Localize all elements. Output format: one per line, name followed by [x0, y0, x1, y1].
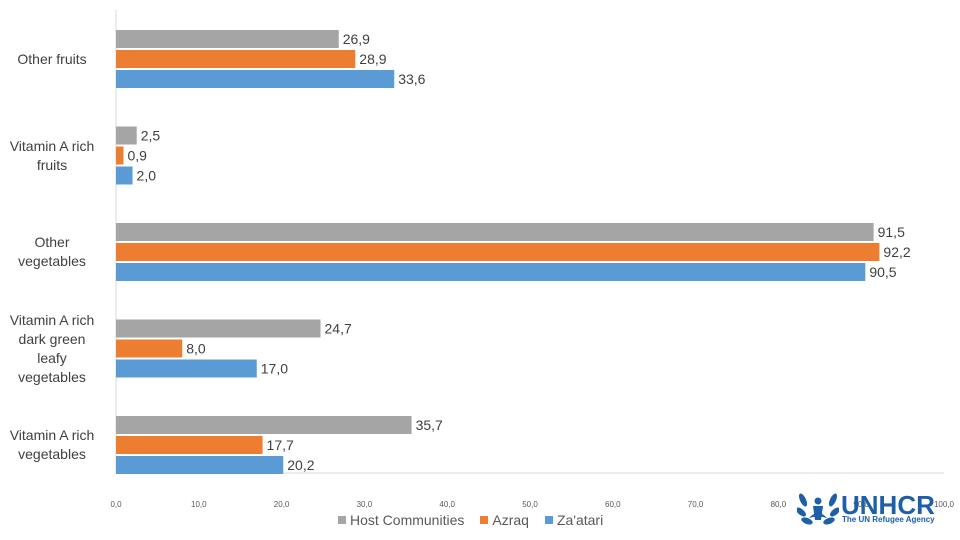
bar-azraq-vitamin-a-rich-fruits	[116, 146, 124, 165]
data-label-azraq-other-vegetables: 92,2	[883, 244, 910, 260]
unhcr-logo: UNHCR The UN Refugee Agency	[797, 488, 947, 528]
category-label-line: dark green	[18, 330, 86, 347]
data-label-host-communities-other-fruits: 26,9	[343, 31, 370, 47]
x-tick-label: 80,0	[771, 500, 787, 509]
logo-wordmark: UNHCR	[841, 490, 935, 520]
bar-host-communities-other-vegetables	[116, 223, 874, 241]
legend-swatch-host-communities	[338, 516, 346, 524]
category-label-line: Vitamin A rich	[9, 311, 95, 328]
x-tick-label: 100,0	[934, 500, 955, 509]
data-label-za-atari-vitamin-a-rich-vegetables: 20,2	[287, 457, 314, 473]
x-tick-label: 60,0	[605, 500, 621, 509]
bar-za-atari-other-vegetables	[116, 263, 866, 281]
category-label-line: vegetables	[18, 253, 86, 269]
data-label-azraq-other-fruits: 28,9	[359, 51, 386, 67]
bar-host-communities-vitamin-a-rich-dark-green-leafy-vegetables	[116, 319, 321, 338]
data-label-za-atari-other-vegetables: 90,5	[869, 264, 896, 280]
legend-item-host-communities: Host Communities	[338, 512, 464, 528]
legend-label-zaatari: Za'atari	[556, 512, 604, 528]
data-label-host-communities-other-vegetables: 91,5	[878, 224, 905, 240]
category-label-line: Vitamin A rich	[9, 427, 95, 443]
x-tick-label: 90,0	[853, 500, 869, 509]
category-label-vitamin-a-rich-vegetables: Vitamin A rich vegetables	[0, 426, 104, 464]
legend-item-zaatari: Za'atari	[544, 512, 604, 528]
bar-azraq-other-fruits	[116, 50, 356, 68]
x-tick-label: 40,0	[439, 500, 455, 509]
legend-swatch-azraq	[480, 516, 489, 524]
bar-azraq-vitamin-a-rich-dark-green-leafy-vegetables	[116, 339, 183, 358]
data-label-azraq-vitamin-a-rich-fruits: 0,9	[127, 148, 147, 164]
data-label-azraq-vitamin-a-rich-dark-green-leafy-vegetables: 8,0	[186, 341, 206, 357]
legend-swatch-zaatari	[544, 516, 553, 524]
x-tick-label: 10,0	[191, 500, 207, 509]
category-label-line: leafy	[37, 349, 67, 366]
bar-host-communities-vitamin-a-rich-vegetables	[116, 416, 412, 434]
legend: Host Communities Azraq Za'atari	[338, 512, 603, 528]
legend-item-azraq: Azraq	[480, 512, 529, 528]
data-label-host-communities-vitamin-a-rich-vegetables: 35,7	[416, 417, 443, 433]
unhcr-emblem-icon	[797, 493, 839, 525]
x-tick-label: 30,0	[357, 500, 373, 509]
data-label-host-communities-vitamin-a-rich-dark-green-leafy-vegetables: 24,7	[325, 321, 352, 337]
bar-azraq-other-vegetables	[116, 243, 880, 261]
bar-azraq-vitamin-a-rich-vegetables	[116, 436, 263, 454]
data-label-za-atari-vitamin-a-rich-fruits: 2,0	[137, 168, 157, 184]
bar-za-atari-other-fruits	[116, 70, 395, 88]
data-label-host-communities-vitamin-a-rich-fruits: 2,5	[141, 128, 161, 144]
legend-label-host-communities: Host Communities	[350, 512, 465, 528]
category-label-other-fruits: Other fruits	[0, 50, 104, 69]
category-label-other-vegetables: Other vegetables	[0, 233, 104, 271]
bar-za-atari-vitamin-a-rich-vegetables	[116, 456, 284, 474]
bar-host-communities-vitamin-a-rich-fruits	[116, 126, 137, 145]
category-label-line: fruits	[36, 156, 68, 173]
bar-host-communities-other-fruits	[116, 30, 339, 48]
data-label-za-atari-other-fruits: 33,6	[398, 71, 425, 87]
category-label-vitamin-a-rich-dark-green-leafy-vegetables: Vitamin A rich dark green leafy vegetables	[0, 311, 104, 387]
category-label-line: Other fruits	[17, 50, 87, 67]
x-tick-label: 70,0	[688, 500, 704, 509]
bar-za-atari-vitamin-a-rich-fruits	[116, 166, 133, 185]
logo-tagline: The UN Refugee Agency	[842, 515, 935, 524]
x-tick-label: 0,0	[110, 500, 122, 509]
data-label-azraq-vitamin-a-rich-vegetables: 17,7	[267, 437, 294, 453]
x-tick-label: 50,0	[522, 500, 538, 509]
category-label-line: vegetables	[18, 368, 86, 385]
category-label-line: Other	[34, 234, 70, 250]
x-tick-label: 20,0	[274, 500, 290, 509]
category-label-vitamin-a-rich-fruits: Vitamin A rich fruits	[0, 137, 104, 175]
category-label-line: vegetables	[18, 446, 86, 462]
legend-label-azraq: Azraq	[492, 512, 529, 528]
data-label-za-atari-vitamin-a-rich-dark-green-leafy-vegetables: 17,0	[261, 361, 288, 377]
category-label-line: Vitamin A rich	[9, 137, 95, 154]
bar-za-atari-vitamin-a-rich-dark-green-leafy-vegetables	[116, 359, 257, 378]
